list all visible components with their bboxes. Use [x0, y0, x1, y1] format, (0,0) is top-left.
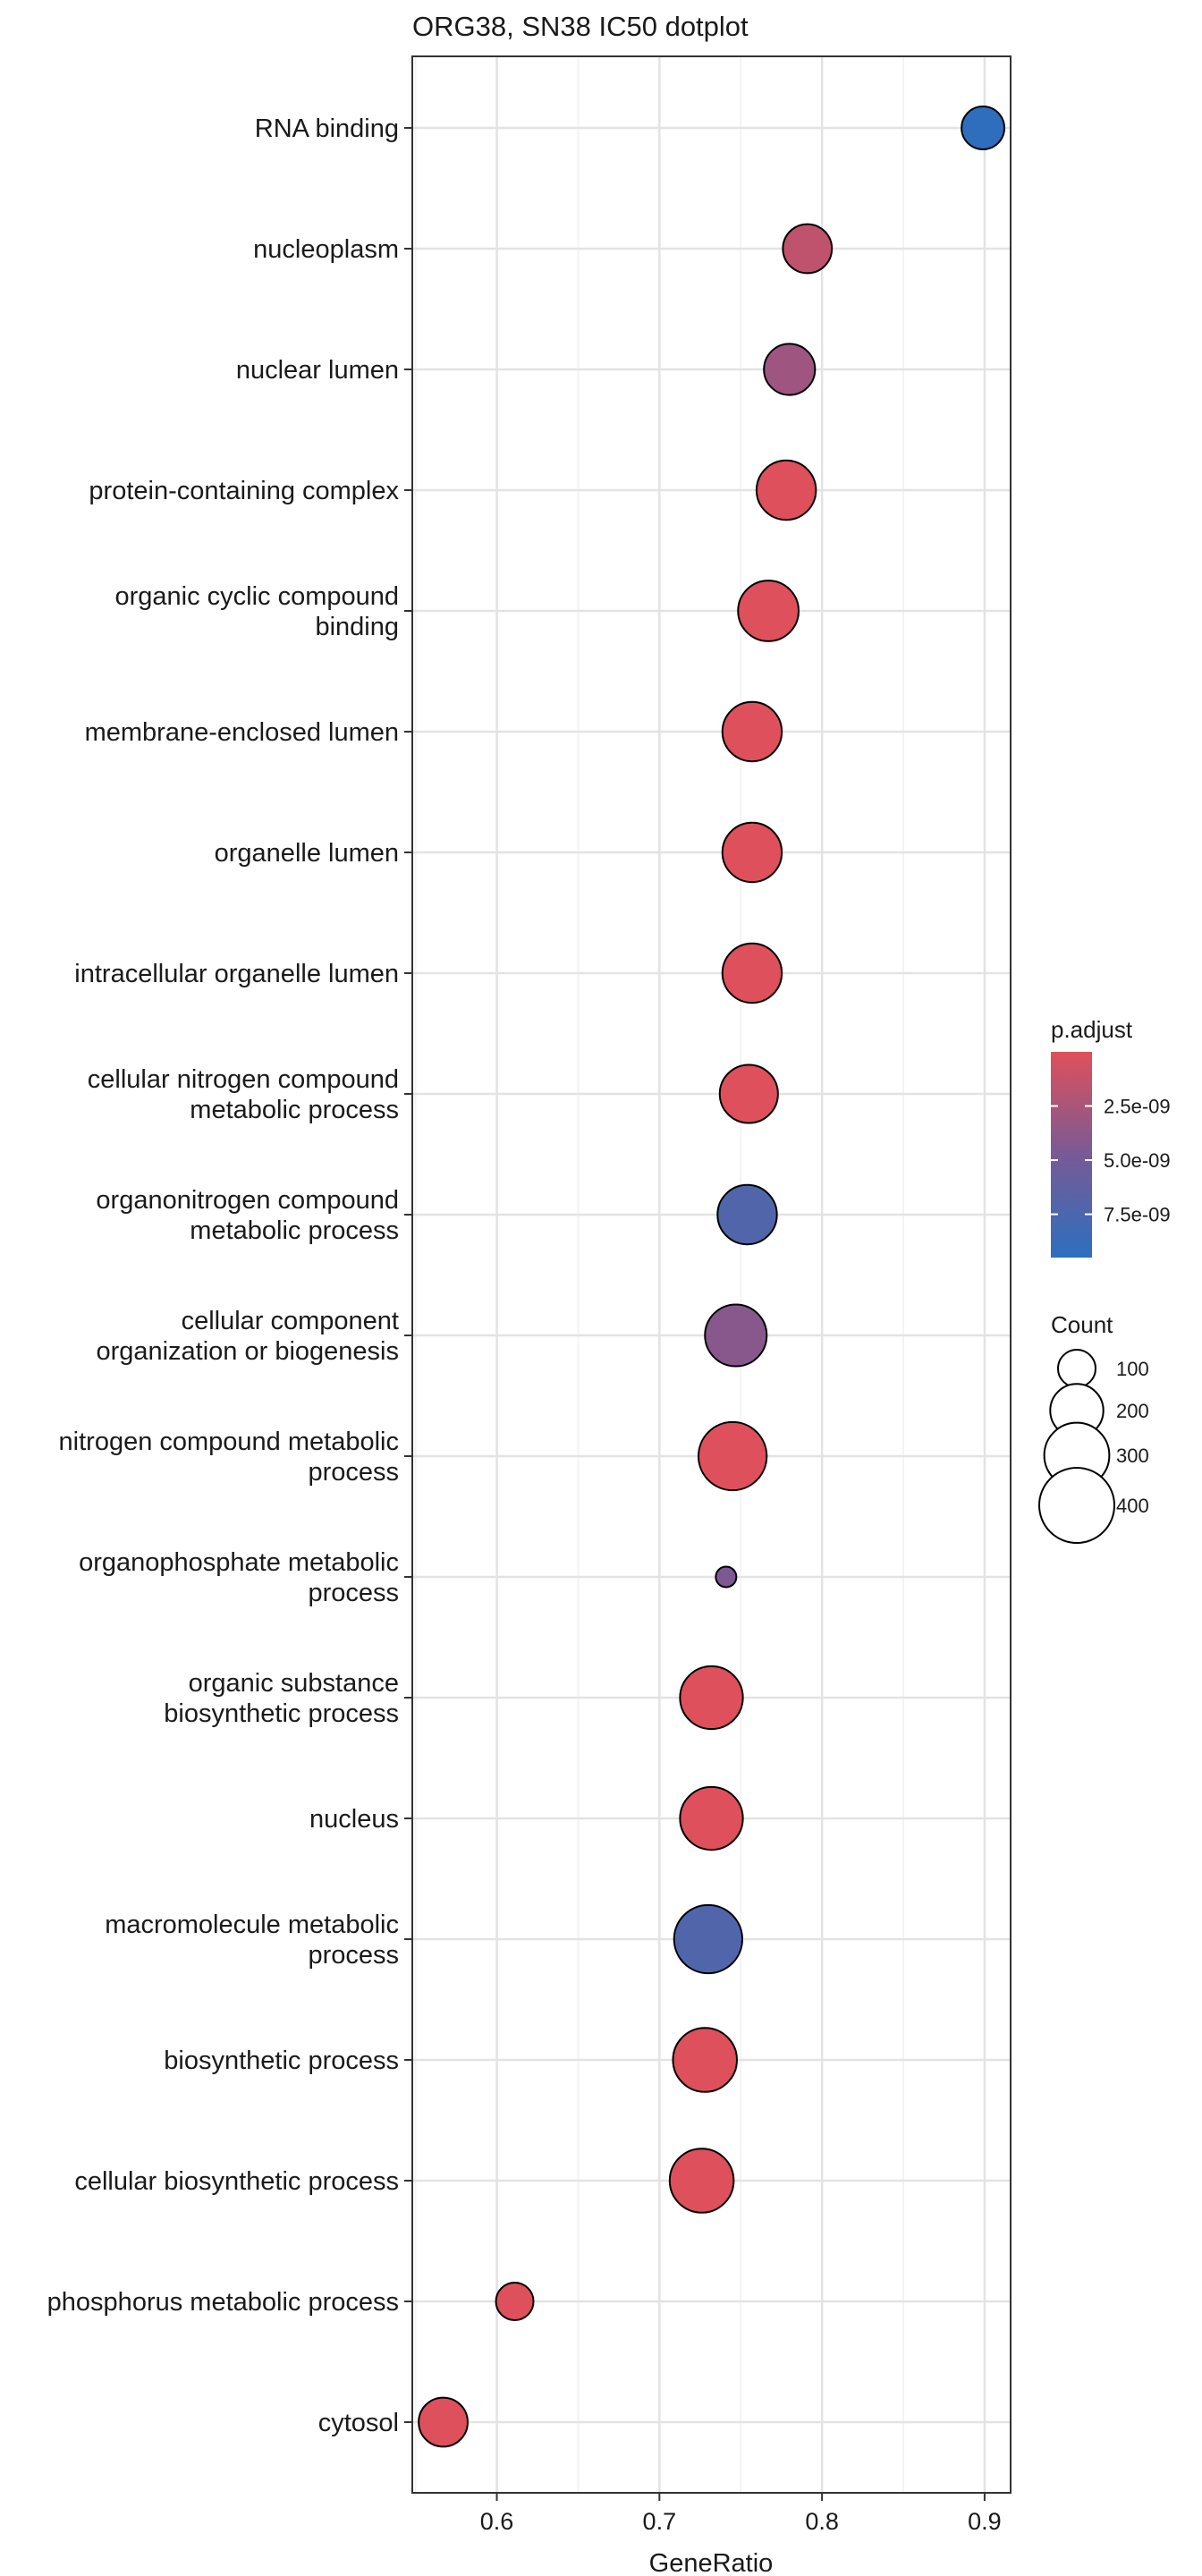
y-tick-label: organophosphate metabolic	[79, 1548, 399, 1577]
size-legend: Count 100 200 300 400	[1038, 1311, 1149, 1544]
size-legend-circle	[1057, 1349, 1096, 1388]
y-tick-label: protein-containing complex	[89, 477, 399, 505]
size-legend-entries: 100 200 300 400	[1038, 1349, 1149, 1544]
color-legend: p.adjust 2.5e-09 5.0e-09 7.5e-09	[1051, 1016, 1171, 1258]
y-tick-label: metabolic process	[190, 1216, 399, 1245]
data-point	[716, 1183, 778, 1246]
y-tick-label: metabolic process	[190, 1096, 399, 1124]
x-tick-label: 0.6	[480, 2508, 514, 2535]
y-tick-label: membrane-enclosed lumen	[85, 718, 399, 747]
y-tick-label: cellular component	[182, 1307, 399, 1335]
y-tick-label: cellular nitrogen compound	[88, 1065, 399, 1094]
y-tick-label: intracellular organelle lumen	[74, 960, 399, 988]
y-tick-label: phosphorus metabolic process	[47, 2288, 399, 2317]
chart-title: ORG38, SN38 IC50 dotplot	[412, 11, 749, 42]
size-legend-label: 200	[1116, 1400, 1149, 1422]
data-point	[721, 821, 783, 884]
data-point	[672, 2027, 738, 2093]
y-tick-label: organic cyclic compound	[114, 582, 399, 611]
size-legend-label: 100	[1116, 1358, 1149, 1380]
data-point	[418, 2396, 469, 2448]
data-point	[721, 942, 783, 1004]
panel-grid	[412, 56, 1011, 2493]
color-legend-title: p.adjust	[1051, 1016, 1133, 1043]
data-point	[495, 2282, 535, 2321]
color-tick-label: 7.5e-09	[1104, 1204, 1171, 1226]
data-point	[673, 1903, 744, 1975]
y-tick-label: macromolecule metabolic	[105, 1911, 399, 1939]
x-axis-title: GeneRatio	[649, 2549, 774, 2576]
y-tick-label: binding	[315, 613, 399, 641]
size-legend-circle	[1038, 1467, 1115, 1544]
y-tick-label: organonitrogen compound	[96, 1186, 399, 1215]
y-axis-ticks	[404, 127, 412, 2423]
size-legend-label: 400	[1116, 1495, 1149, 1517]
y-tick-label: organization or biogenesis	[96, 1337, 399, 1366]
data-point	[763, 343, 817, 396]
y-axis-labels: RNA binding nucleoplasm nuclear lumen prote…	[47, 114, 400, 2437]
y-tick-label: biosynthetic process	[164, 2046, 399, 2075]
y-tick-label: biosynthetic process	[164, 1699, 399, 1728]
data-points	[418, 106, 1006, 2448]
data-point	[721, 700, 783, 763]
x-tick-label: 0.9	[968, 2508, 1002, 2535]
data-point	[737, 580, 800, 642]
y-tick-label: nucleoplasm	[253, 235, 399, 264]
y-tick-label: organic substance	[189, 1669, 399, 1698]
y-tick-label: nitrogen compound metabolic	[59, 1428, 399, 1456]
data-point	[961, 106, 1006, 150]
x-tick-label: 0.8	[805, 2508, 839, 2535]
x-axis-ticks: 0.6 0.7 0.8 0.9	[480, 2493, 1002, 2535]
data-point	[715, 1565, 738, 1589]
y-tick-label: organelle lumen	[215, 839, 399, 868]
data-point	[704, 1303, 768, 1368]
y-tick-label: nuclear lumen	[236, 356, 399, 385]
size-legend-label: 300	[1116, 1445, 1149, 1467]
y-tick-label: RNA binding	[255, 114, 399, 143]
y-tick-label: process	[308, 1941, 399, 1970]
data-point	[668, 2148, 735, 2214]
color-legend-ticks: 2.5e-09 5.0e-09 7.5e-09	[1051, 1096, 1171, 1226]
data-point	[697, 1420, 768, 1492]
data-point	[679, 1785, 744, 1852]
x-tick-label: 0.7	[643, 2508, 677, 2535]
data-point	[755, 459, 817, 521]
color-tick-label: 2.5e-09	[1104, 1096, 1171, 1118]
data-point	[679, 1665, 744, 1731]
y-tick-label: cytosol	[318, 2409, 399, 2437]
data-point	[782, 223, 834, 275]
color-bar	[1051, 1052, 1092, 1258]
y-tick-label: cellular biosynthetic process	[74, 2167, 399, 2196]
y-tick-label: process	[308, 1579, 399, 1607]
size-legend-title: Count	[1051, 1311, 1113, 1338]
y-tick-label: process	[308, 1458, 399, 1487]
y-tick-label: nucleus	[309, 1805, 399, 1834]
data-point	[718, 1063, 779, 1124]
panel-border	[411, 55, 1012, 2494]
color-tick-label: 5.0e-09	[1104, 1149, 1171, 1172]
